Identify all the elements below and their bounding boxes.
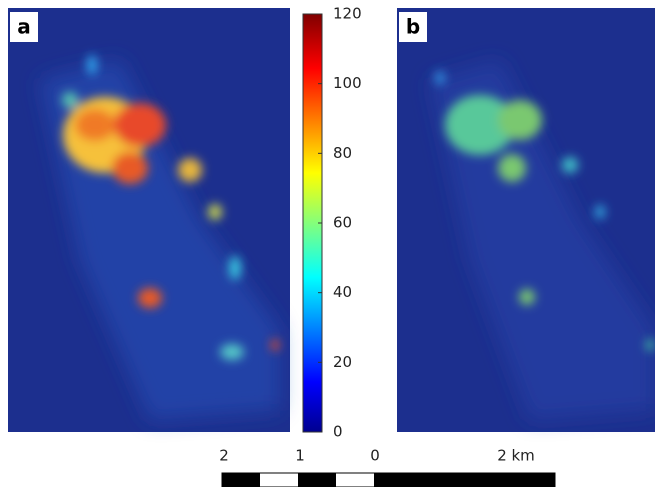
panel-label: b [406,15,420,39]
scale-label: 0 [370,447,380,465]
colorbar-ticks: 0 20 40 60 80 100 120 [318,5,362,441]
map-panel-a: a [8,8,290,432]
scale-bar: 2 1 0 2 km [219,447,556,487]
colorbar-tick-label: 20 [333,353,352,371]
colorbar-tick-label: 40 [333,283,352,301]
scale-label: 2 km [497,447,535,465]
scale-label: 1 [295,447,305,465]
colorbar-tick-label: 60 [333,214,352,232]
map-panel-b: b [397,8,655,432]
scale-label: 2 [219,447,229,465]
colorbar-tick-label: 120 [333,5,362,23]
colorbar-tick-label: 100 [333,74,362,92]
colorbar-tick-label: 0 [333,423,343,441]
panel-label: a [17,15,31,39]
colorbar-tick-label: 80 [333,144,352,162]
